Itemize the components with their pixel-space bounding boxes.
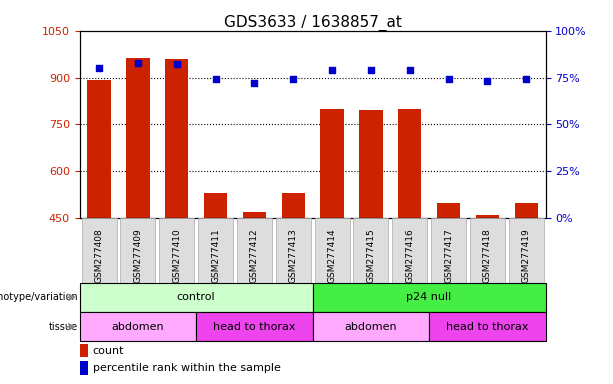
Text: head to thorax: head to thorax <box>213 322 295 332</box>
Bar <box>165 59 188 218</box>
Text: percentile rank within the sample: percentile rank within the sample <box>93 363 281 373</box>
Bar <box>476 215 499 218</box>
FancyBboxPatch shape <box>82 218 116 283</box>
Bar <box>80 283 313 312</box>
FancyBboxPatch shape <box>431 218 466 283</box>
FancyBboxPatch shape <box>237 218 272 283</box>
Text: GSM277418: GSM277418 <box>483 228 492 283</box>
FancyBboxPatch shape <box>159 218 194 283</box>
FancyBboxPatch shape <box>314 218 349 283</box>
Text: GSM277414: GSM277414 <box>327 228 337 283</box>
Bar <box>514 203 538 218</box>
Text: abdomen: abdomen <box>345 322 397 332</box>
Text: control: control <box>177 292 216 302</box>
Text: GSM277408: GSM277408 <box>94 228 104 283</box>
Bar <box>80 312 196 341</box>
Point <box>327 67 337 73</box>
Text: GSM277419: GSM277419 <box>522 228 531 283</box>
Bar <box>398 109 421 218</box>
Text: GSM277412: GSM277412 <box>250 228 259 283</box>
Text: abdomen: abdomen <box>112 322 164 332</box>
Point <box>133 60 143 66</box>
Point <box>366 67 376 73</box>
Point <box>444 76 454 83</box>
Bar <box>281 193 305 218</box>
FancyBboxPatch shape <box>470 218 505 283</box>
Text: head to thorax: head to thorax <box>446 322 528 332</box>
Bar <box>204 193 227 218</box>
FancyBboxPatch shape <box>392 218 427 283</box>
Text: GSM277409: GSM277409 <box>134 228 142 283</box>
FancyBboxPatch shape <box>509 218 544 283</box>
Bar <box>80 344 88 357</box>
Bar <box>196 312 313 341</box>
Point <box>482 78 492 84</box>
Point <box>521 76 531 83</box>
Point <box>94 65 104 71</box>
Title: GDS3633 / 1638857_at: GDS3633 / 1638857_at <box>224 15 402 31</box>
Point <box>172 61 181 68</box>
Point <box>405 67 414 73</box>
Text: genotype/variation: genotype/variation <box>0 292 78 302</box>
FancyBboxPatch shape <box>353 218 389 283</box>
Bar <box>126 58 150 218</box>
Text: GSM277417: GSM277417 <box>444 228 453 283</box>
Text: p24 null: p24 null <box>406 292 452 302</box>
Bar <box>313 312 429 341</box>
Bar <box>429 312 546 341</box>
Bar <box>243 212 266 218</box>
Text: GSM277410: GSM277410 <box>172 228 181 283</box>
Point <box>288 76 298 83</box>
FancyBboxPatch shape <box>276 218 311 283</box>
Bar <box>437 203 460 218</box>
Text: tissue: tissue <box>48 322 78 332</box>
Point <box>249 80 259 86</box>
Bar <box>313 283 546 312</box>
Bar <box>88 80 111 218</box>
Text: GSM277415: GSM277415 <box>367 228 375 283</box>
FancyBboxPatch shape <box>198 218 233 283</box>
Text: GSM277411: GSM277411 <box>211 228 220 283</box>
Text: GSM277413: GSM277413 <box>289 228 298 283</box>
Point <box>211 76 221 83</box>
Bar <box>321 109 344 218</box>
FancyBboxPatch shape <box>120 218 156 283</box>
Text: count: count <box>93 346 124 356</box>
Bar <box>359 111 383 218</box>
Bar <box>80 361 88 374</box>
Text: GSM277416: GSM277416 <box>405 228 414 283</box>
